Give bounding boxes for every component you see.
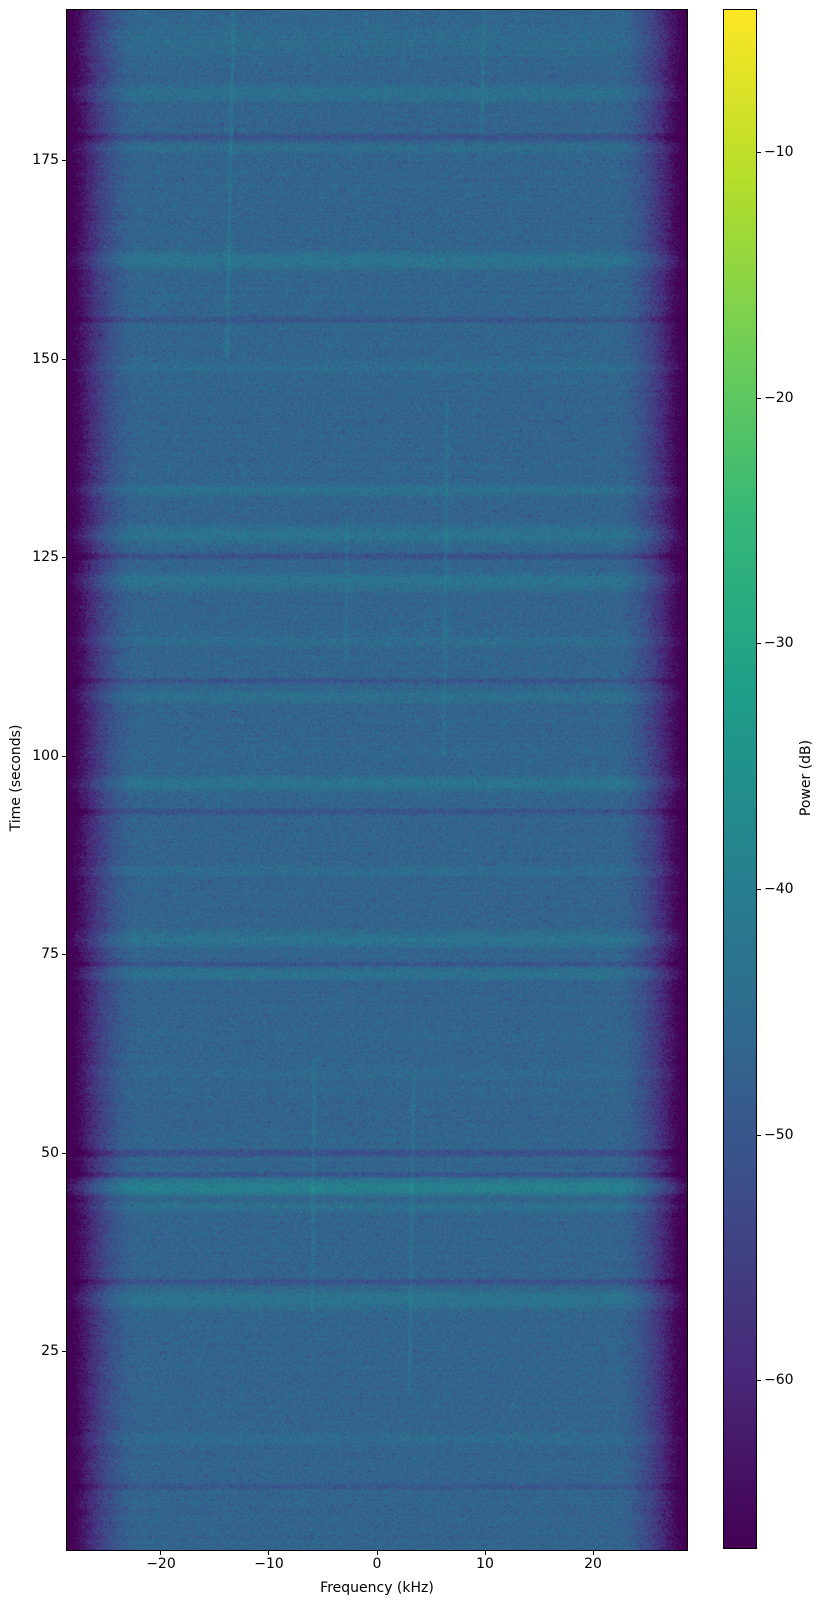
y-tick-mark: [62, 160, 66, 162]
colorbar-tick-label: −50: [764, 1126, 794, 1143]
x-tick-mark: [376, 1551, 378, 1555]
y-tick-mark: [62, 1351, 66, 1353]
plot-axes: [66, 9, 688, 1551]
y-tick-mark: [62, 358, 66, 360]
x-tick-mark: [160, 1551, 162, 1555]
colorbar-tick-mark: [757, 1134, 761, 1136]
x-tick-mark: [592, 1551, 594, 1555]
y-tick-mark: [62, 954, 66, 956]
colorbar-tick-label: −10: [764, 143, 794, 160]
x-tick-label: −10: [254, 1556, 284, 1572]
y-axis-label: Time (seconds): [8, 724, 24, 832]
y-tick-mark: [62, 1152, 66, 1154]
x-tick-mark: [268, 1551, 270, 1555]
y-tick-label: 25: [41, 1343, 59, 1360]
y-tick-label: 75: [41, 946, 59, 963]
y-tick-mark: [62, 755, 66, 757]
x-tick-label: 10: [476, 1556, 494, 1572]
y-tick-label: 175: [32, 152, 59, 169]
colorbar: [723, 9, 757, 1549]
colorbar-tick-label: −60: [764, 1372, 794, 1389]
colorbar-tick-label: −40: [764, 881, 794, 898]
x-tick-mark: [484, 1551, 486, 1555]
y-tick-mark: [62, 557, 66, 559]
x-axis-label: Frequency (kHz): [320, 1580, 434, 1596]
colorbar-tick-label: −30: [764, 635, 794, 652]
y-tick-label: 100: [32, 747, 59, 764]
y-tick-label: 150: [32, 350, 59, 367]
colorbar-tick-mark: [757, 397, 761, 399]
x-tick-label: 0: [372, 1556, 382, 1572]
colorbar-tick-mark: [757, 643, 761, 645]
colorbar-gradient: [724, 10, 756, 1548]
spectrogram-heatmap: [67, 10, 687, 1550]
colorbar-tick-mark: [757, 151, 761, 153]
colorbar-tick-mark: [757, 1380, 761, 1382]
x-tick-label: −20: [146, 1556, 176, 1572]
x-tick-label: 20: [584, 1556, 602, 1572]
y-tick-label: 125: [32, 549, 59, 566]
y-tick-label: 50: [41, 1144, 59, 1161]
colorbar-label: Power (dB): [798, 739, 814, 817]
colorbar-tick-label: −20: [764, 389, 794, 406]
colorbar-tick-mark: [757, 889, 761, 891]
